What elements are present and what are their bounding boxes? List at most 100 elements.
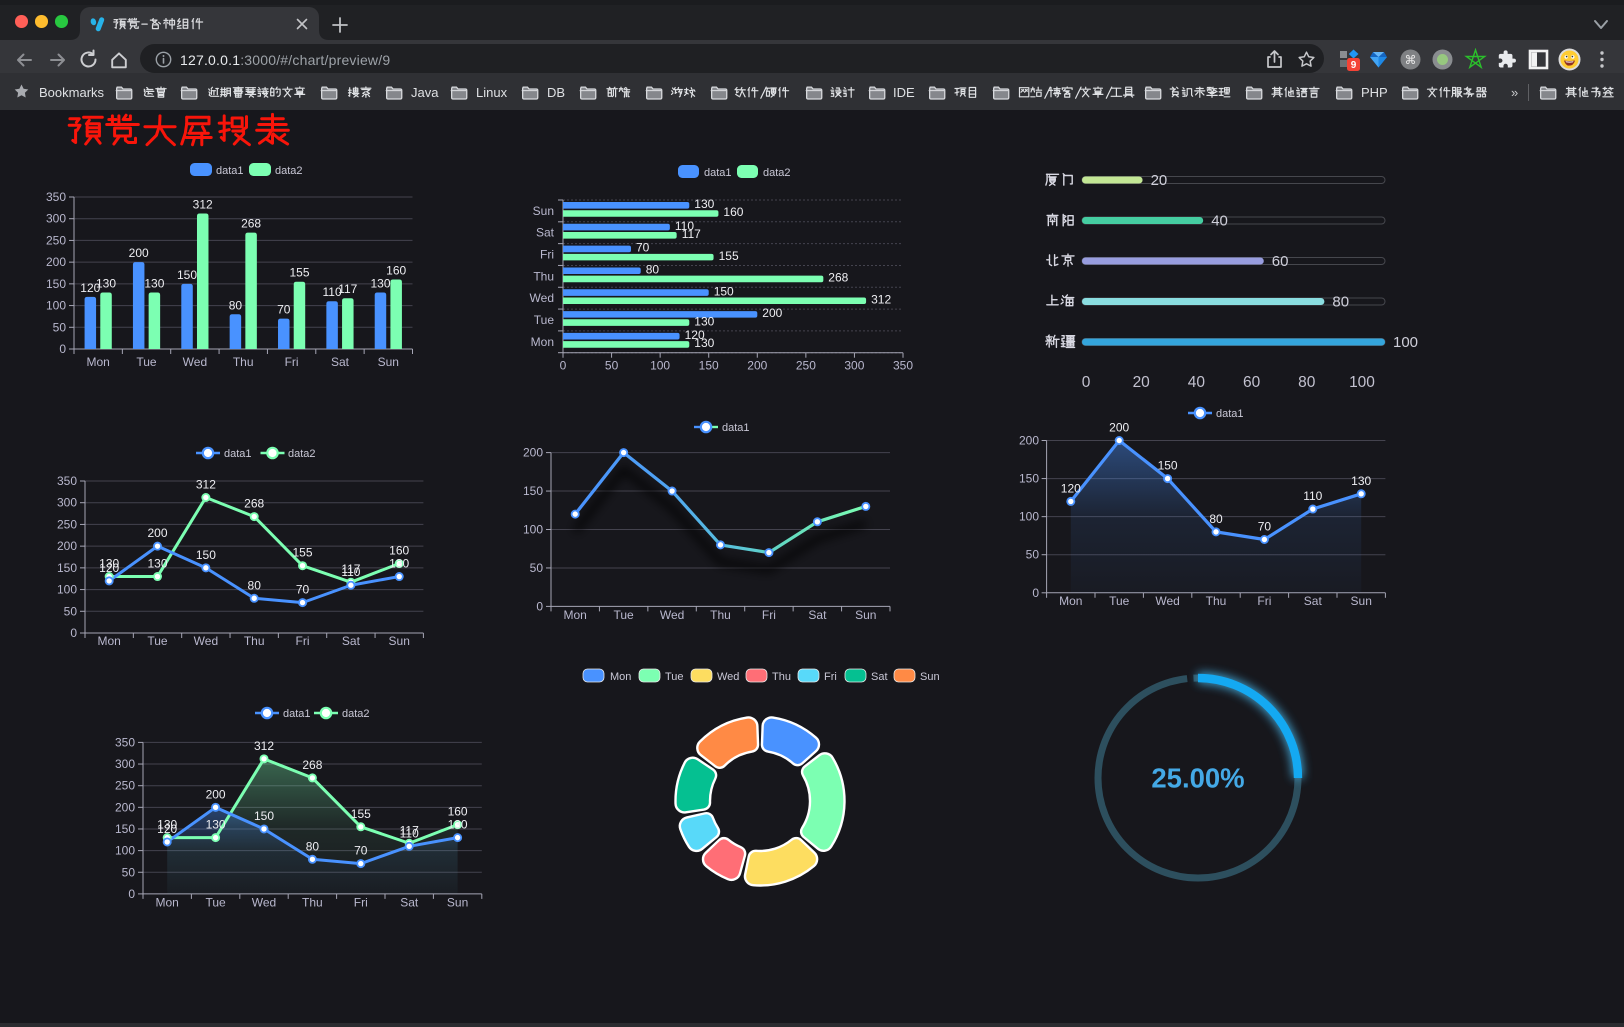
svg-text:Sun: Sun — [1351, 594, 1372, 608]
svg-text:Fri: Fri — [824, 671, 837, 683]
svg-text:Sun: Sun — [855, 608, 876, 622]
svg-text:Fri: Fri — [354, 896, 368, 910]
svg-text:Sun: Sun — [920, 671, 940, 683]
svg-text:100: 100 — [523, 523, 543, 537]
svg-text:350: 350 — [46, 190, 66, 204]
svg-text:117: 117 — [400, 823, 419, 837]
svg-text:117: 117 — [338, 282, 357, 296]
svg-text:Mon: Mon — [98, 634, 121, 648]
svg-text:130: 130 — [370, 277, 390, 291]
svg-text:Wed: Wed — [1155, 594, 1179, 608]
svg-text:200: 200 — [747, 359, 767, 373]
svg-text:120: 120 — [685, 328, 705, 342]
svg-text:100: 100 — [115, 844, 135, 858]
svg-text:110: 110 — [341, 565, 360, 579]
svg-text:Thu: Thu — [710, 608, 731, 622]
svg-text:130: 130 — [157, 818, 177, 832]
svg-text:20: 20 — [1151, 172, 1168, 189]
svg-text:155: 155 — [292, 546, 312, 560]
svg-text:Mon: Mon — [610, 671, 631, 683]
svg-text:0: 0 — [70, 626, 77, 640]
svg-text:Wed: Wed — [183, 355, 207, 369]
svg-text:Fri: Fri — [762, 608, 776, 622]
svg-text:80: 80 — [646, 262, 660, 276]
svg-text:130: 130 — [694, 197, 714, 211]
svg-text:Sat: Sat — [400, 896, 419, 910]
svg-text:Java: Java — [411, 85, 439, 100]
svg-text:110: 110 — [400, 826, 419, 840]
svg-text:Fri: Fri — [540, 248, 554, 262]
svg-text:Wed: Wed — [660, 608, 684, 622]
svg-text:50: 50 — [1026, 548, 1040, 562]
svg-text:PHP: PHP — [1361, 85, 1388, 100]
svg-text:Thu: Thu — [302, 896, 323, 910]
svg-text:150: 150 — [196, 548, 216, 562]
svg-text:Sat: Sat — [808, 608, 827, 622]
svg-text:Tue: Tue — [1109, 594, 1130, 608]
svg-text:Mon: Mon — [156, 896, 179, 910]
svg-text:Sun: Sun — [389, 634, 410, 648]
svg-text:155: 155 — [351, 807, 371, 821]
svg-text:130: 130 — [694, 314, 714, 328]
svg-text:150: 150 — [115, 822, 135, 836]
svg-text:Tue: Tue — [136, 355, 157, 369]
svg-text:50: 50 — [53, 320, 67, 334]
svg-text:Mon: Mon — [564, 608, 587, 622]
svg-text:150: 150 — [523, 484, 543, 498]
svg-text:300: 300 — [844, 359, 864, 373]
svg-text:Fri: Fri — [296, 634, 310, 648]
svg-text:200: 200 — [1019, 434, 1039, 448]
svg-text:data1: data1 — [283, 708, 311, 720]
svg-text:data2: data2 — [275, 165, 303, 177]
svg-text:150: 150 — [46, 277, 66, 291]
svg-text:150: 150 — [699, 359, 719, 373]
svg-text:200: 200 — [206, 787, 226, 801]
svg-text:80: 80 — [229, 298, 243, 312]
svg-text:DB: DB — [547, 85, 565, 100]
svg-text:»: » — [1511, 85, 1518, 100]
svg-text:130: 130 — [448, 818, 468, 832]
svg-text:200: 200 — [129, 246, 149, 260]
svg-text:60: 60 — [1243, 374, 1261, 391]
svg-text:350: 350 — [115, 735, 135, 749]
svg-text:350: 350 — [893, 359, 913, 373]
svg-text:Wed: Wed — [717, 671, 739, 683]
svg-text:Wed: Wed — [530, 291, 554, 305]
svg-text:70: 70 — [636, 241, 650, 255]
svg-text:60: 60 — [1272, 253, 1289, 270]
svg-text:20: 20 — [1133, 374, 1151, 391]
svg-text:50: 50 — [122, 865, 136, 879]
svg-text:268: 268 — [241, 217, 261, 231]
svg-text:117: 117 — [341, 562, 360, 576]
svg-text:Sun: Sun — [447, 896, 468, 910]
svg-text:Wed: Wed — [194, 634, 218, 648]
svg-text:150: 150 — [1019, 472, 1039, 486]
svg-text:25.00%: 25.00% — [1151, 763, 1244, 794]
svg-text:200: 200 — [115, 800, 135, 814]
svg-text:120: 120 — [157, 822, 177, 836]
svg-text:130: 130 — [96, 277, 116, 291]
svg-text:0: 0 — [1032, 586, 1039, 600]
svg-text:300: 300 — [57, 496, 77, 510]
svg-text:50: 50 — [64, 604, 78, 618]
svg-text:200: 200 — [46, 255, 66, 269]
svg-text:250: 250 — [46, 233, 66, 247]
svg-text:Sun: Sun — [533, 204, 554, 218]
svg-text:100: 100 — [1349, 374, 1375, 391]
svg-text:155: 155 — [719, 249, 739, 263]
svg-text:250: 250 — [57, 517, 77, 531]
svg-text:250: 250 — [115, 779, 135, 793]
svg-text:150: 150 — [254, 809, 274, 823]
svg-text:Thu: Thu — [244, 634, 265, 648]
svg-text:Tue: Tue — [147, 634, 168, 648]
svg-text:Fri: Fri — [285, 355, 299, 369]
svg-text:117: 117 — [682, 227, 701, 241]
svg-text:268: 268 — [244, 497, 264, 511]
svg-text:IDE: IDE — [893, 85, 915, 100]
svg-text:data1: data1 — [704, 167, 732, 179]
svg-text:160: 160 — [448, 805, 468, 819]
svg-text:Sat: Sat — [342, 634, 361, 648]
svg-text:data1: data1 — [722, 422, 750, 434]
svg-text:Fri: Fri — [1257, 594, 1271, 608]
svg-text:⌘: ⌘ — [1405, 53, 1417, 67]
